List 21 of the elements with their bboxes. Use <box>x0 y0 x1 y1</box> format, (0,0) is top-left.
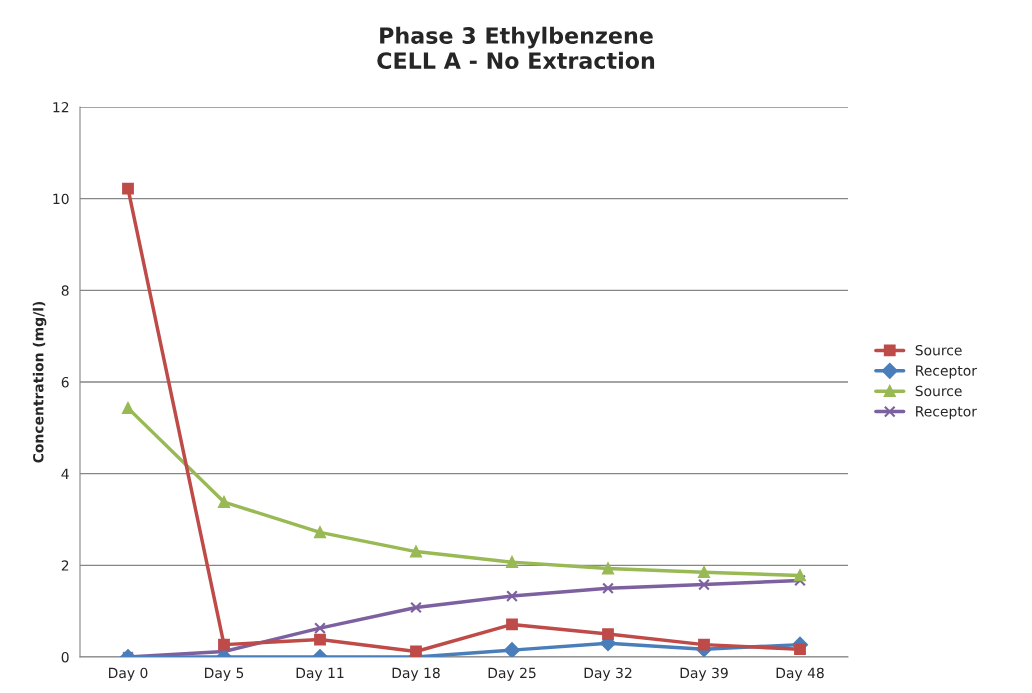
y-tick-label: 10 <box>53 193 69 205</box>
y-tick-label: 12 <box>53 101 69 113</box>
x-tick-label: Day 39 <box>680 667 728 681</box>
y-tick-label: 0 <box>61 651 69 663</box>
y-axis-title: Concentration (mg/l) <box>32 301 47 463</box>
x-tick-label: Day 11 <box>296 667 344 681</box>
legend-label: Source <box>915 385 962 397</box>
legend-label: Receptor <box>916 365 977 379</box>
chart-title: Phase 3 Ethylbenzene CELL A - No Extraction <box>377 26 655 69</box>
y-tick-label: 8 <box>61 285 69 296</box>
x-tick-label: Day 18 <box>392 667 440 681</box>
legend-label: Source <box>915 344 962 356</box>
y-tick-label: 6 <box>61 376 69 388</box>
x-tick-label: Day 5 <box>205 667 244 681</box>
legend-label: Receptor <box>916 406 977 420</box>
y-tick-label: 4 <box>61 468 69 479</box>
x-tick-label: Day 25 <box>488 667 536 681</box>
x-tick-label: Day 48 <box>776 667 824 681</box>
x-tick-label: Day 32 <box>584 667 632 681</box>
y-tick-label: 2 <box>61 560 69 571</box>
x-tick-label: Day 0 <box>109 667 148 681</box>
